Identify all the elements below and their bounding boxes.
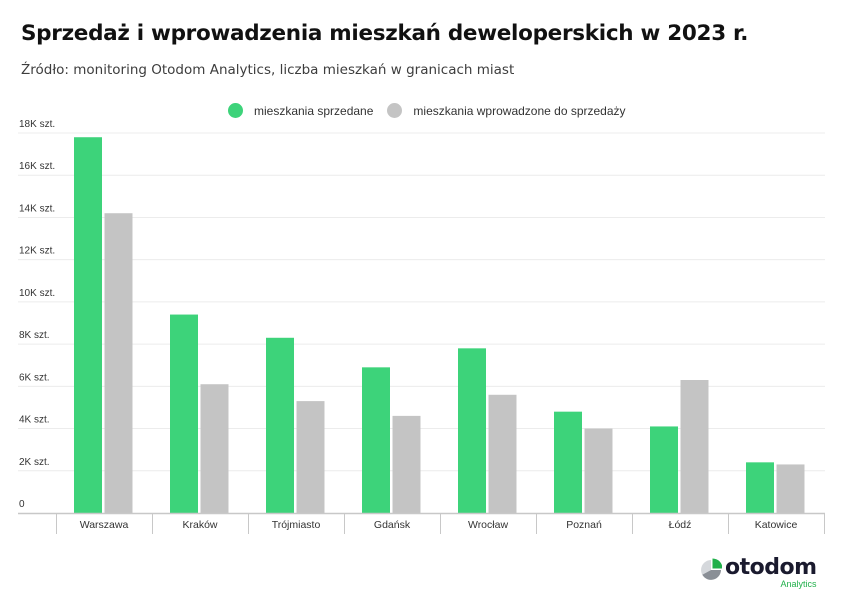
- x-tick-label: Poznań: [566, 519, 602, 531]
- legend: mieszkania sprzedane mieszkania wprowadz…: [228, 103, 640, 118]
- y-tick-label: 12K szt.: [19, 246, 55, 257]
- x-tick-label: Trójmiasto: [272, 519, 321, 531]
- y-tick-label: 18K szt.: [19, 119, 55, 130]
- legend-dot-sold-icon: [228, 103, 243, 118]
- x-tick-label: Katowice: [755, 519, 798, 531]
- bar-introduced[interactable]: [296, 401, 325, 513]
- legend-item-introduced[interactable]: mieszkania wprowadzone do sprzedaży: [387, 103, 626, 118]
- bar-sold[interactable]: [746, 462, 774, 513]
- bar-introduced[interactable]: [392, 415, 421, 513]
- x-tick-label: Warszawa: [80, 519, 129, 531]
- bar-introduced[interactable]: [200, 384, 229, 513]
- x-tick-label: Gdańsk: [374, 519, 411, 531]
- logo-subtitle: Analytics: [780, 579, 817, 589]
- x-axis: Warszawa Kraków Trójmiasto Gdańsk Wrocław Poz…: [18, 512, 825, 534]
- bar-sold[interactable]: [170, 314, 198, 513]
- otodom-pie-logo-icon: [701, 558, 722, 580]
- y-axis-ticks: 0 2K szt. 4K szt. 6K szt. 8K szt. 10K szt. 12K…: [19, 119, 55, 510]
- chart-subtitle: Źródło: monitoring Otodom Analytics, lic…: [21, 62, 515, 78]
- bar-sold[interactable]: [266, 337, 294, 513]
- bar-sold[interactable]: [362, 367, 390, 513]
- x-tick-label: Kraków: [182, 519, 217, 531]
- bar-sold[interactable]: [458, 348, 486, 513]
- bar-introduced[interactable]: [104, 213, 133, 513]
- bars: [74, 137, 805, 513]
- y-tick-label: 6K szt.: [19, 372, 50, 383]
- y-tick-label: 14K szt.: [19, 203, 55, 214]
- x-tick-label: Łódź: [669, 519, 692, 531]
- bar-sold[interactable]: [554, 411, 582, 513]
- y-tick-label: 0: [19, 499, 25, 510]
- y-tick-label: 4K szt.: [19, 415, 50, 426]
- y-tick-label: 2K szt.: [19, 457, 50, 468]
- legend-item-sold[interactable]: mieszkania sprzedane: [228, 103, 373, 118]
- bar-introduced[interactable]: [488, 394, 517, 513]
- y-tick-label: 8K szt.: [19, 330, 50, 341]
- legend-label-introduced: mieszkania wprowadzone do sprzedaży: [413, 103, 626, 118]
- y-tick-label: 10K szt.: [19, 288, 55, 299]
- x-tick-label: Wrocław: [468, 519, 508, 531]
- legend-label-sold: mieszkania sprzedane: [254, 103, 374, 118]
- bar-introduced[interactable]: [776, 464, 805, 513]
- bar-sold[interactable]: [650, 426, 678, 513]
- legend-dot-introduced-icon: [387, 103, 403, 118]
- bar-introduced[interactable]: [680, 380, 709, 513]
- chart-title: Sprzedaż i wprowadzenia mieszkań dewelop…: [21, 21, 749, 46]
- otodom-analytics-logo: otodom Analytics: [700, 556, 817, 589]
- y-tick-label: 16K szt.: [19, 161, 55, 172]
- logo-wordmark: otodom: [725, 555, 817, 580]
- bar-sold[interactable]: [74, 137, 102, 513]
- bar-introduced[interactable]: [584, 428, 613, 513]
